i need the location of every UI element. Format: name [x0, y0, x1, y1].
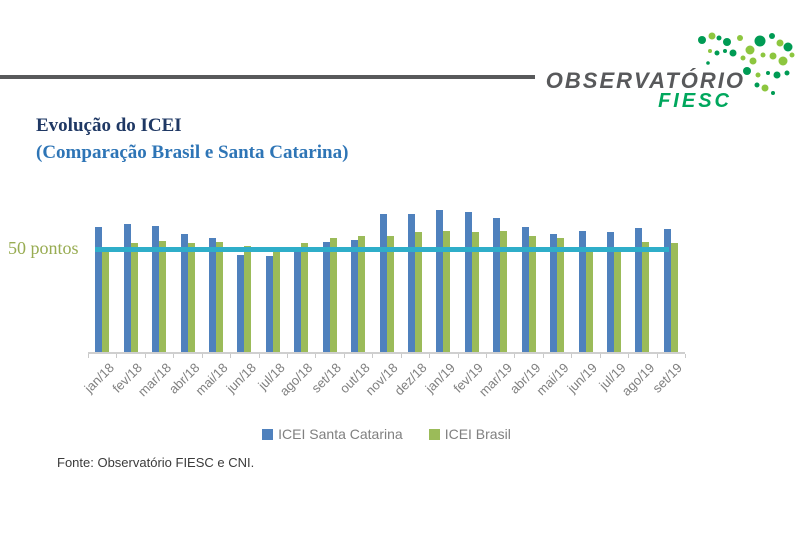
x-axis-tick	[486, 354, 487, 358]
x-axis-tick	[287, 354, 288, 358]
bar-icei-santa-catarina	[351, 240, 359, 353]
bar-icei-brasil	[557, 238, 565, 353]
x-axis-label: dez/18	[391, 360, 430, 399]
bar-icei-brasil	[329, 238, 337, 353]
bar-icei-brasil	[102, 249, 110, 353]
bar-icei-santa-catarina	[635, 227, 643, 353]
bar-icei-brasil	[159, 241, 167, 353]
x-axis-tick	[457, 354, 459, 358]
bar-icei-santa-catarina	[436, 210, 444, 353]
bar-icei-brasil	[471, 232, 479, 353]
x-axis-tick	[429, 354, 431, 358]
x-axis-tick	[571, 354, 573, 358]
bar-icei-santa-catarina	[407, 214, 415, 353]
bar-icei-santa-catarina	[663, 228, 671, 353]
bar-icei-santa-catarina	[123, 223, 131, 353]
legend-label: ICEI Santa Catarina	[278, 426, 403, 442]
x-axis-tick	[542, 354, 544, 358]
bar-icei-santa-catarina	[578, 231, 586, 353]
bar-icei-brasil	[386, 236, 394, 353]
bar-icei-brasil	[301, 243, 309, 353]
x-axis-label: jun/18	[223, 360, 259, 396]
icei-bar-chart: jan/18 fev/18 mar/18 abr/18 mai/18 jun/18 jul/…	[81, 200, 686, 500]
legend-item: ICEI Santa Catarina	[262, 426, 403, 442]
x-axis-label: jan/18	[81, 360, 117, 396]
bar-icei-santa-catarina	[237, 254, 245, 353]
x-axis-tick	[144, 354, 146, 358]
bar-icei-santa-catarina	[95, 226, 103, 353]
bar-icei-santa-catarina	[550, 234, 558, 353]
plot-area	[88, 200, 685, 353]
x-axis-label: jan/19	[422, 360, 458, 396]
bar-icei-santa-catarina	[294, 247, 302, 353]
x-axis-tick	[116, 354, 118, 358]
bar-icei-santa-catarina	[379, 214, 387, 353]
x-axis-tick	[372, 354, 374, 358]
header-divider	[0, 75, 535, 79]
bar-icei-santa-catarina	[521, 226, 529, 353]
source-note: Fonte: Observatório FIESC e CNI.	[57, 455, 255, 470]
x-axis-label: set/18	[308, 360, 345, 396]
x-axis-tick	[599, 354, 601, 358]
bar-icei-brasil	[187, 243, 195, 353]
bar-icei-brasil	[642, 242, 650, 353]
bar-icei-santa-catarina	[152, 225, 160, 353]
x-axis-tick	[343, 354, 345, 358]
x-axis-tick	[201, 354, 203, 358]
bar-icei-brasil	[443, 231, 451, 353]
x-axis-tick	[88, 354, 89, 358]
bar-icei-santa-catarina	[180, 234, 188, 353]
x-axis-tick	[400, 354, 402, 358]
x-axis-label: set/19	[649, 360, 686, 396]
fiesc-logo-map-icon	[698, 32, 795, 95]
legend-swatch-icon	[428, 428, 440, 440]
legend-swatch-icon	[262, 428, 274, 440]
bar-icei-santa-catarina	[493, 217, 501, 353]
bar-icei-brasil	[244, 245, 252, 353]
bar-icei-santa-catarina	[208, 238, 216, 353]
bar-icei-santa-catarina	[464, 212, 472, 353]
reference-line-50	[95, 247, 669, 253]
x-axis-tick	[315, 354, 317, 358]
bar-icei-brasil	[272, 249, 280, 353]
page-title: Evolução do ICEI	[36, 115, 182, 136]
bar-icei-brasil	[358, 236, 366, 353]
bar-icei-brasil	[215, 242, 223, 353]
title-block: Evolução do ICEI (Comparação Brasil e Sa…	[36, 112, 348, 166]
bar-icei-brasil	[500, 231, 508, 353]
bar-icei-brasil	[613, 247, 621, 353]
bar-icei-brasil	[585, 246, 593, 353]
x-axis-tick	[628, 354, 630, 358]
bar-icei-brasil	[670, 243, 678, 353]
bar-icei-santa-catarina	[606, 232, 614, 353]
reference-line-label: 50 pontos	[8, 238, 79, 258]
x-axis-tick	[230, 354, 232, 358]
bar-icei-brasil	[130, 243, 138, 353]
page-subtitle: (Comparação Brasil e Santa Catarina)	[36, 142, 349, 163]
bar-icei-santa-catarina	[265, 255, 273, 353]
x-axis	[88, 352, 685, 354]
bar-icei-santa-catarina	[322, 242, 330, 353]
bar-icei-brasil	[414, 232, 422, 353]
legend-label: ICEI Brasil	[444, 426, 511, 442]
x-axis-tick	[173, 354, 175, 358]
x-axis-tick	[514, 354, 516, 358]
legend-item: ICEI Brasil	[428, 426, 511, 442]
bar-icei-brasil	[528, 236, 536, 353]
x-axis-tick	[656, 354, 658, 358]
x-axis-tick	[685, 354, 686, 358]
legend: ICEI Santa Catarina ICEI Brasil	[88, 426, 685, 442]
logo-observatorio-text: OBSERVATÓRIO	[545, 68, 745, 93]
x-axis-tick	[258, 354, 260, 358]
logo-fiesc-text: FIESC	[658, 90, 732, 112]
x-axis-label: jun/19	[564, 360, 601, 396]
